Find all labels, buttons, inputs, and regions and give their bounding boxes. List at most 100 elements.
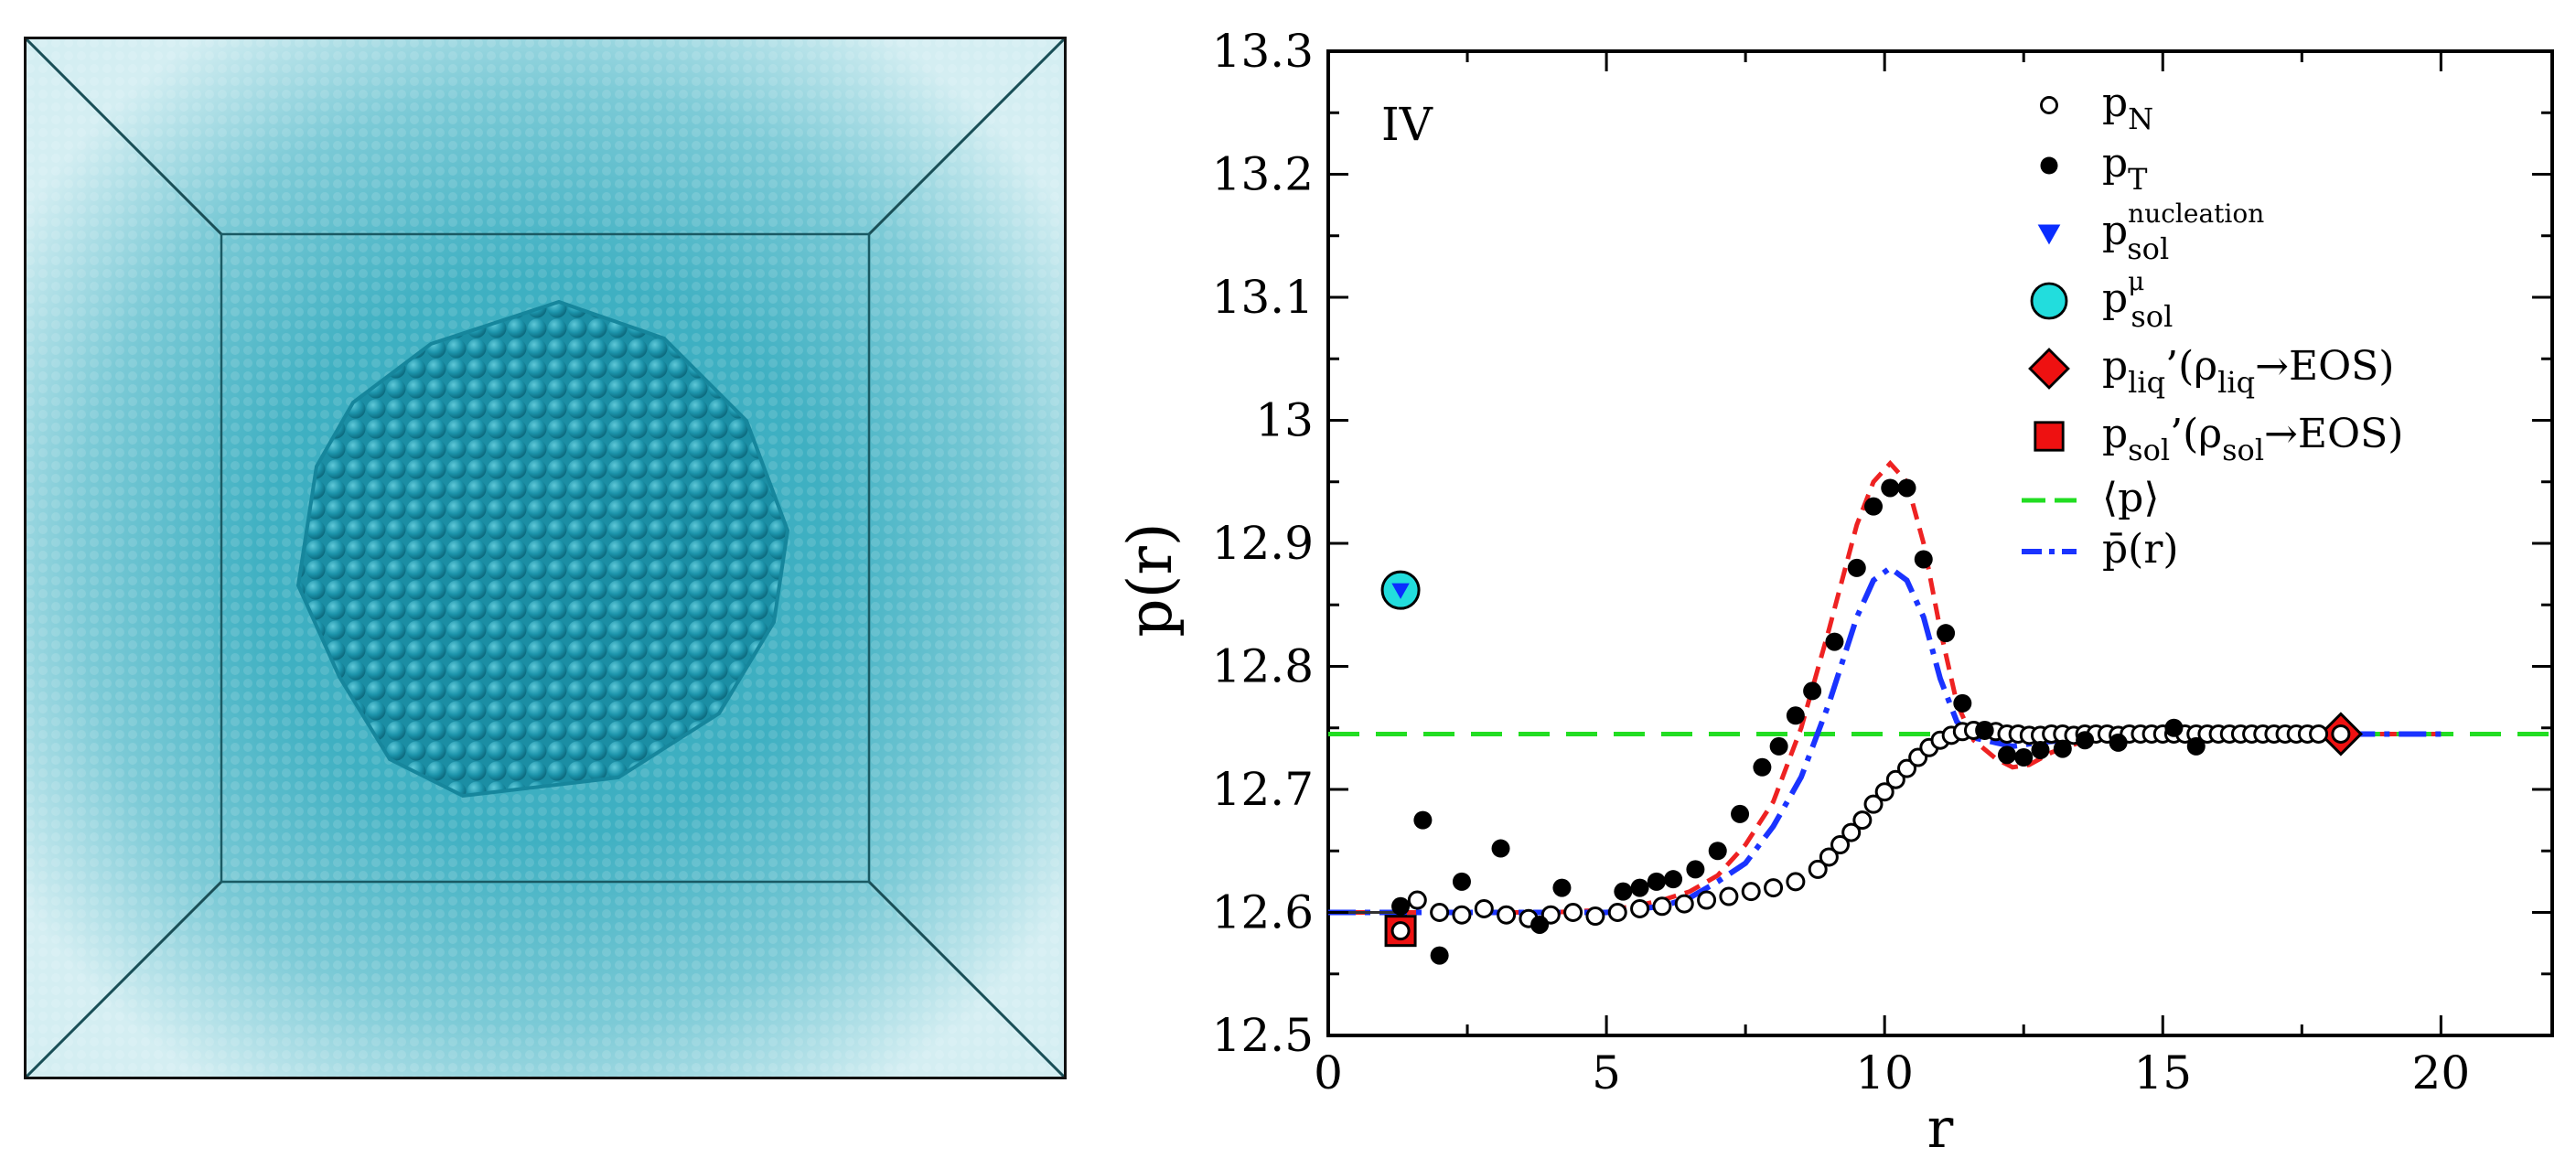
marker-pT: [1552, 878, 1572, 897]
legend-label-pN: pN: [2102, 80, 2153, 136]
marker-pN: [1407, 890, 1427, 910]
marker-pN: [1841, 822, 1862, 842]
legend-label-pbar: p̄(r): [2102, 526, 2179, 573]
curve-blue-dashdot: [1328, 564, 2442, 916]
marker-pT: [1708, 842, 1727, 861]
marker-pN: [1585, 906, 1605, 927]
marker-pT: [2040, 156, 2058, 175]
marker-pT: [1731, 804, 1750, 823]
marker-mu: [2030, 282, 2068, 320]
inner-box-edge: [220, 232, 871, 884]
simulation-render: [22, 35, 1068, 1081]
chart-svg: 0 5 10 15 20 12.5 12.6 12.7 12.8 12.9 13 13.1 13.2 13…: [1115, 25, 2554, 1161]
marker-pT: [2031, 740, 2050, 759]
y-tick-label: 12.6: [1212, 886, 1314, 939]
marker-pT: [2164, 718, 2184, 737]
marker-pT: [1452, 872, 1471, 891]
y-tick-label: 12.7: [1212, 763, 1314, 816]
marker-pN: [1863, 794, 1884, 814]
legend-label-liq: pliq’(ρliq→EOS): [2102, 343, 2394, 400]
marker-pT: [1686, 860, 1705, 879]
marker-pN: [1607, 903, 1627, 922]
marker-pT: [1825, 632, 1844, 651]
y-tick-label: 12.5: [1212, 1009, 1314, 1062]
marker-pN: [1830, 835, 1851, 855]
marker-pN: [1474, 898, 1494, 918]
x-tick-label: 0: [1314, 1046, 1343, 1099]
y-tick-label: 13.2: [1212, 148, 1314, 201]
marker-pN: [1741, 882, 1761, 902]
marker-pT: [1953, 693, 1972, 713]
plot-frame: [1326, 49, 2554, 1037]
marker-pT: [1614, 882, 1633, 901]
marker-pT: [1753, 757, 1772, 777]
legend-item-pT: pT: [2040, 140, 2148, 197]
simulation-box-image: [22, 35, 1068, 1081]
marker-pN: [1786, 872, 1806, 892]
y-tick-label: 13.3: [1212, 25, 1314, 78]
marker-pT: [1491, 839, 1510, 858]
marker-pT: [1803, 681, 1822, 701]
marker-pN: [1390, 921, 1411, 941]
y-tick-label: 12.8: [1212, 640, 1314, 693]
panel-label: IV: [1381, 98, 1433, 151]
marker-pT: [1975, 721, 1994, 740]
marker-pN: [1885, 769, 1905, 789]
legend-label-pT: pT: [2102, 140, 2148, 197]
y-tick-label: 13.1: [1212, 271, 1314, 324]
marker-pN: [1652, 896, 1672, 917]
marker-pT: [1786, 706, 1805, 725]
marker-nucleation: [1391, 583, 1410, 599]
marker-pN: [1874, 782, 1894, 802]
marker-pT: [2053, 739, 2072, 758]
marker-pN: [1563, 903, 1583, 922]
marker-pT: [1769, 736, 1788, 756]
x-tick-label: 20: [2412, 1046, 2471, 1099]
marker-pN: [2309, 724, 2329, 744]
x-tick-label: 15: [2133, 1046, 2192, 1099]
marker-pN: [1630, 898, 1650, 918]
x-tick-label: 5: [1592, 1046, 1621, 1099]
legend-item-pN: pN: [2040, 80, 2153, 136]
marker-pN: [1819, 847, 1839, 867]
x-axis-label: r: [1927, 1097, 1954, 1161]
marker-pT: [1630, 878, 1649, 897]
legend-item-mean: ⟨p⟩: [2022, 475, 2160, 521]
marker-pT: [1430, 946, 1449, 965]
marker-pN: [2040, 96, 2058, 114]
marker-pN: [1852, 810, 1873, 831]
marker-pN: [2331, 724, 2351, 744]
marker-pN: [1497, 905, 1517, 925]
marker-pT: [1937, 624, 1956, 643]
marker-pT: [1997, 745, 2016, 765]
marker-pN: [1430, 903, 1450, 922]
marker-pT: [1391, 896, 1411, 916]
marker-pN: [1897, 758, 1917, 778]
legend-item-sol: psol’(ρsol→EOS): [2034, 411, 2403, 467]
legend-label-sol: psol’(ρsol→EOS): [2102, 411, 2403, 467]
marker-nucleation: [2037, 224, 2061, 245]
marker-pT: [1413, 810, 1433, 830]
marker-pT: [2076, 731, 2095, 750]
marker-liq-eos: [2028, 348, 2070, 390]
marker-pT: [2109, 733, 2128, 752]
marker-pT: [1897, 478, 1916, 498]
legend-label-mean: ⟨p⟩: [2102, 475, 2160, 521]
marker-pT: [2014, 748, 2034, 767]
marker-pN: [1764, 878, 1784, 898]
marker-pT: [1647, 872, 1666, 891]
legend-item-pbar: p̄(r): [2022, 526, 2179, 573]
marker-pT: [1864, 497, 1884, 516]
marker-pT: [1664, 870, 1683, 889]
outer-box-edge: [24, 37, 1067, 1079]
marker-pN: [1808, 859, 1828, 879]
marker-pT: [1881, 478, 1900, 498]
marker-pT: [2186, 736, 2206, 756]
legend-item-nucleation: pnucleation sol: [2037, 198, 2264, 266]
marker-pN: [1697, 890, 1717, 910]
marker-pT: [1914, 550, 1933, 569]
marker-pT: [1847, 558, 1866, 577]
marker-sol-eos: [2034, 421, 2065, 452]
crystal-nucleus: [295, 299, 790, 799]
